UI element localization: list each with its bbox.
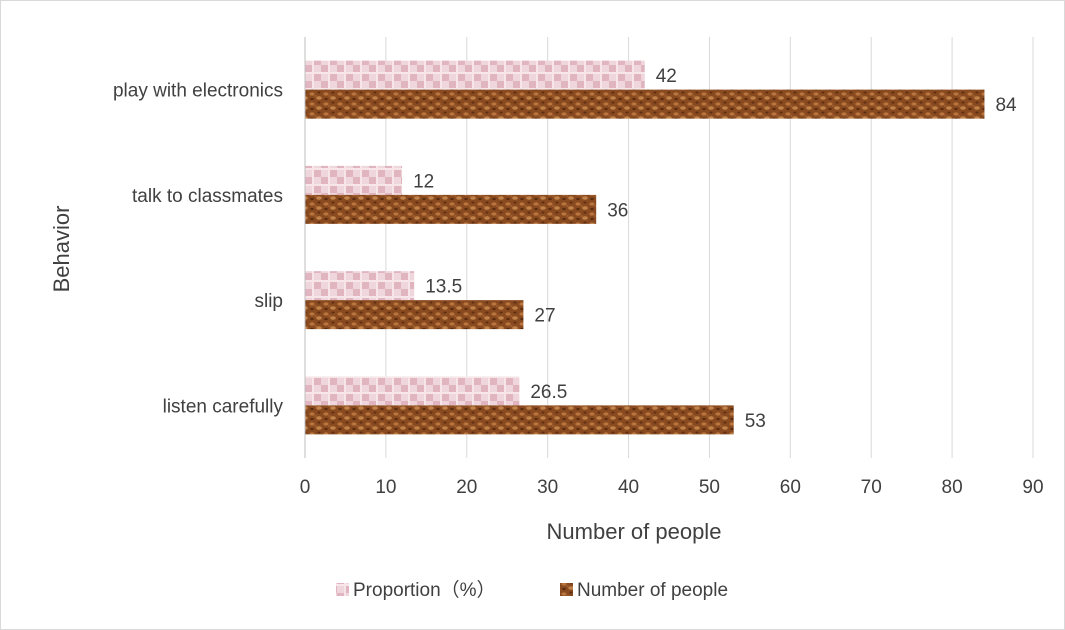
legend-label: Proportion（%） (353, 579, 496, 601)
x-tick-label: 50 (699, 477, 720, 498)
data-label: 42 (656, 66, 677, 87)
x-tick-label: 40 (618, 477, 639, 498)
x-tick-label: 60 (780, 477, 801, 498)
bar (305, 300, 524, 330)
y-tick-label: talk to classmates (132, 186, 283, 207)
x-tick-label: 70 (861, 477, 882, 498)
x-tick-label: 10 (375, 477, 396, 498)
bar (305, 405, 734, 435)
bar (305, 376, 520, 406)
data-label: 27 (534, 306, 555, 327)
x-tick-label: 20 (456, 477, 477, 498)
bar (305, 271, 415, 301)
legend-label: Number of people (577, 580, 728, 601)
data-label: 36 (607, 200, 628, 221)
bar (305, 194, 597, 224)
y-tick-label: listen carefully (163, 396, 284, 417)
axes: 0 10 20 30 40 50 60 70 80 90 play with electronics… (113, 37, 1044, 498)
y-tick-label: slip (254, 291, 283, 312)
x-axis-title: Number of people (547, 519, 722, 544)
x-tick-label: 90 (1022, 477, 1043, 498)
bar (305, 89, 985, 119)
y-axis-title: Behavior (49, 206, 74, 293)
data-labels: 42 84 12 36 13.5 27 26.5 53 (413, 66, 1017, 432)
x-tick-label: 80 (942, 477, 963, 498)
x-tick-label: 0 (300, 477, 311, 498)
data-label: 26.5 (530, 382, 567, 403)
legend-swatch (560, 583, 573, 596)
legend: Proportion（%） Number of people (336, 579, 728, 601)
data-label: 84 (995, 95, 1017, 116)
bar (305, 60, 645, 90)
bar (305, 165, 403, 195)
x-tick-label: 30 (537, 477, 558, 498)
legend-swatch (336, 583, 349, 596)
data-label: 12 (413, 171, 434, 192)
y-tick-label: play with electronics (113, 81, 283, 102)
data-label: 53 (745, 411, 766, 432)
data-label: 13.5 (425, 277, 462, 298)
bars (305, 60, 985, 435)
